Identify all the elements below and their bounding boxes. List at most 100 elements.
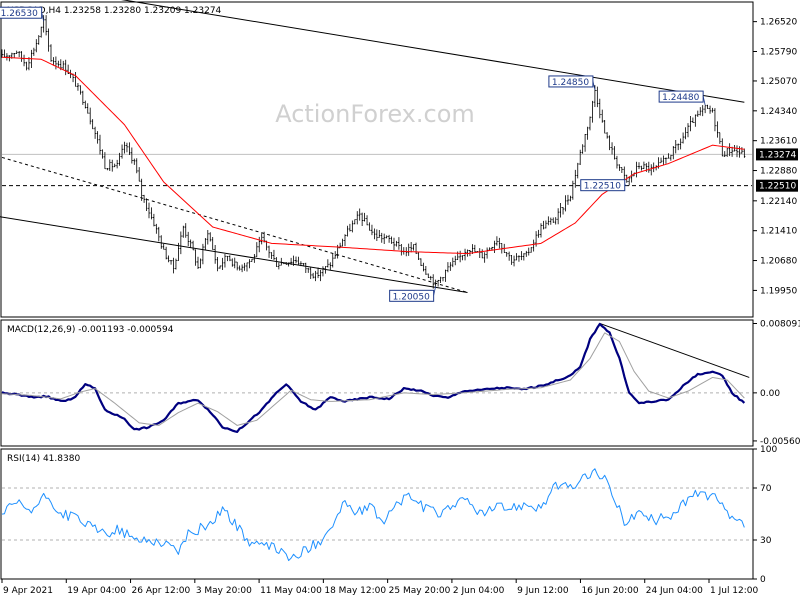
price-bar — [706, 104, 709, 110]
series-signal — [1, 332, 745, 426]
price-bar — [520, 251, 523, 261]
price-bar — [216, 257, 219, 272]
price-bar — [42, 15, 45, 33]
price-bar — [736, 145, 738, 158]
x-tick-label: 2 Jun 04:00 — [453, 586, 505, 596]
price-bar — [393, 237, 395, 251]
price-bar — [385, 235, 388, 239]
price-bar — [312, 272, 315, 279]
macd-y-tick-label: 0.00 — [760, 389, 780, 399]
price-bar — [133, 158, 136, 165]
price-plot: 1.26530 1.24850 1.24480 1.22510 1.20050 — [0, 0, 752, 302]
price-bar — [192, 240, 195, 251]
series-rsi — [1, 468, 745, 562]
price-bar — [135, 158, 138, 174]
price-bar — [219, 265, 222, 269]
price-bar — [618, 164, 621, 171]
trendline — [599, 322, 750, 378]
price-y-axis: 1.26520 1.25790 1.25070 1.24340 1.23610 1.228… — [753, 18, 798, 296]
price-y-tick-label: 1.22140 — [760, 197, 797, 207]
price-bar — [197, 256, 199, 269]
price-y-tick-label: 1.26520 — [760, 18, 797, 28]
price-bar — [45, 15, 48, 36]
price-bar — [581, 144, 584, 154]
price-bar — [228, 255, 231, 262]
price-bar — [57, 60, 60, 67]
price-bar — [47, 28, 50, 52]
price-bar — [91, 119, 94, 130]
price-bar — [527, 247, 530, 256]
price-bar — [233, 257, 236, 269]
price-bar — [429, 275, 432, 281]
price-bar — [615, 155, 618, 169]
price-bar — [711, 107, 714, 113]
price-label: 1.26530 — [1, 9, 38, 19]
price-bar — [221, 257, 224, 270]
series-macd — [1, 322, 746, 433]
price-bar — [194, 249, 197, 266]
price-bar — [99, 134, 101, 155]
price-bar — [677, 143, 680, 151]
price-bar — [292, 255, 295, 266]
price-bar — [709, 105, 712, 114]
price-bar — [214, 245, 217, 264]
price-bar — [297, 256, 300, 265]
price-bar — [326, 259, 329, 268]
price-bar — [608, 135, 611, 151]
price-bar — [353, 219, 356, 225]
price-bar — [275, 257, 278, 268]
price-bar — [148, 202, 150, 219]
price-label-box — [389, 289, 435, 302]
price-label: 1.24850 — [552, 78, 589, 88]
price-bar — [94, 126, 97, 139]
price-bar — [341, 238, 344, 247]
price-bar — [390, 236, 393, 244]
price-bar — [694, 114, 697, 127]
price-bar — [356, 211, 359, 225]
price-bar — [586, 126, 589, 140]
price-bar — [246, 262, 248, 272]
price-y-tick-label: 1.25790 — [760, 48, 797, 58]
price-bar — [549, 217, 552, 225]
price-bar — [642, 161, 645, 169]
price-bar — [571, 180, 574, 200]
price-bar — [18, 51, 21, 58]
price-bar — [319, 269, 322, 282]
price-bar — [378, 230, 381, 238]
price-bar — [248, 259, 251, 269]
price-bar — [253, 254, 256, 263]
price-bar — [287, 262, 290, 267]
price-bar — [101, 149, 104, 159]
price-bar — [231, 258, 234, 267]
price-label: 1.22510 — [584, 182, 621, 192]
price-bar — [684, 127, 687, 140]
price-bar — [79, 85, 82, 95]
price-bar — [143, 194, 146, 203]
price-bar — [329, 262, 332, 271]
price-y-tick-label: 1.22880 — [760, 167, 797, 177]
price-bar — [241, 264, 244, 273]
price-bar — [1, 49, 3, 58]
rsi-panel-frame — [0, 448, 754, 580]
price-bar — [373, 228, 376, 240]
watermark: ActionForex.com — [275, 100, 475, 128]
price-bar — [179, 231, 182, 255]
price-bar — [13, 52, 16, 58]
price-bar — [255, 242, 258, 257]
price-bar — [417, 252, 420, 261]
price-bar — [483, 252, 486, 263]
price-bar — [184, 223, 187, 238]
price-bar — [650, 164, 653, 176]
price-bar — [302, 262, 305, 267]
price-bar — [687, 123, 689, 138]
price-bar — [368, 222, 371, 231]
price-bar — [419, 258, 422, 266]
price-bar — [113, 163, 116, 168]
price-bar — [432, 274, 435, 289]
price-bar — [461, 255, 464, 261]
macd-y-tick-label: 0.008091 — [760, 320, 800, 330]
price-panel-title: USDCAD,H4 1.23258 1.23280 1.23209 1.2327… — [7, 6, 222, 16]
price-bar — [108, 159, 111, 172]
price-bar — [611, 142, 614, 155]
